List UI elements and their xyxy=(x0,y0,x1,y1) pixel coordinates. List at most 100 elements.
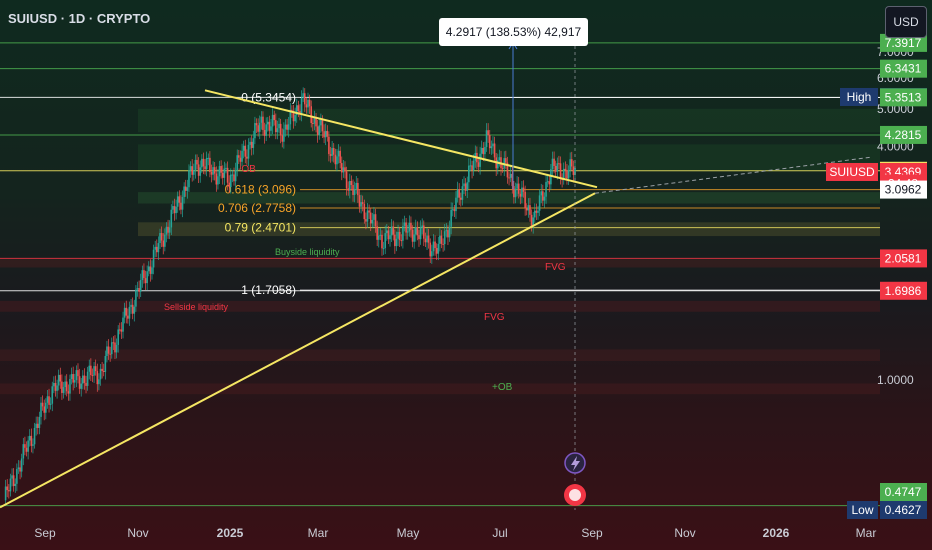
candle-body-270 xyxy=(437,243,440,254)
candle-body-170 xyxy=(276,128,279,133)
x-tick-5: Jul xyxy=(492,526,507,540)
candle-body-353 xyxy=(570,159,573,167)
candle-body-333 xyxy=(538,195,541,211)
candle-body-335 xyxy=(542,191,544,201)
candle-body-130 xyxy=(212,167,214,175)
price-tag-4: 4.2815 xyxy=(885,128,922,142)
annotation-label-1: Buyside liquidity xyxy=(275,247,340,257)
candle-body-30 xyxy=(51,386,54,404)
candle-body-338 xyxy=(546,181,549,183)
candle-body-213 xyxy=(345,171,348,189)
candle-body-62 xyxy=(102,370,105,372)
candle-body-315 xyxy=(509,173,512,178)
candle-body-328 xyxy=(530,214,533,226)
candle-body-116 xyxy=(189,166,192,171)
candle-body-192 xyxy=(312,123,314,125)
candle-body-6 xyxy=(12,475,15,487)
candle-body-90 xyxy=(147,266,150,272)
candle-body-49 xyxy=(82,375,84,384)
candle-body-279 xyxy=(451,209,454,211)
candle-body-51 xyxy=(85,382,87,386)
symbol-title[interactable]: SUIUSD · 1D · CRYPTO xyxy=(8,11,151,26)
candle-body-243 xyxy=(394,234,396,247)
candle-body-350 xyxy=(566,170,568,179)
candle-body-23 xyxy=(40,402,42,417)
fib-label-3: 0.79 (2.4701) xyxy=(225,221,296,235)
candle-body-351 xyxy=(567,169,570,179)
support-trendline xyxy=(0,192,596,509)
candle-body-53 xyxy=(88,365,91,372)
price-tag-bg-3 xyxy=(880,88,927,107)
candle-body-296 xyxy=(479,153,481,167)
candle-body-132 xyxy=(215,173,218,185)
candle-body-24 xyxy=(41,402,44,407)
candle-body-266 xyxy=(431,251,433,257)
price-tag-10: 1.6986 xyxy=(885,284,922,298)
x-tick-6: Sep xyxy=(581,526,603,540)
candle-body-115 xyxy=(188,170,190,188)
candle-body-196 xyxy=(318,125,321,136)
candle-body-92 xyxy=(151,267,153,274)
candle-body-100 xyxy=(164,234,166,247)
price-tag-1: 6.3431 xyxy=(885,62,922,76)
candle-body-154 xyxy=(250,141,253,148)
candle-body-229 xyxy=(371,219,374,224)
candle-body-215 xyxy=(349,180,351,191)
candle-body-113 xyxy=(184,186,187,191)
candle-body-259 xyxy=(419,227,422,240)
candle-body-7 xyxy=(14,483,17,487)
candle-body-16 xyxy=(28,435,31,441)
candle-body-9 xyxy=(17,467,20,470)
measure-label: 4.2917 (138.53%) 42,917 xyxy=(439,18,588,46)
candle-body-263 xyxy=(426,235,428,243)
candle-body-298 xyxy=(482,147,485,155)
candle-body-117 xyxy=(191,166,193,175)
candle-body-125 xyxy=(204,166,206,170)
candle-body-253 xyxy=(410,222,412,230)
candle-body-45 xyxy=(75,370,78,381)
candle-body-185 xyxy=(300,97,303,114)
price-tag-0: 7.3917 xyxy=(885,36,922,50)
candle-body-151 xyxy=(246,156,248,159)
candle-body-188 xyxy=(305,104,308,108)
candle-body-48 xyxy=(80,383,83,389)
candle-body-216 xyxy=(350,180,353,186)
candle-body-205 xyxy=(332,148,335,155)
candle-body-58 xyxy=(96,371,99,385)
price-tag-bg-8 xyxy=(880,180,927,199)
candle-body-256 xyxy=(414,227,417,235)
candle-body-86 xyxy=(141,270,144,281)
candle-body-102 xyxy=(167,226,169,233)
candle-body-87 xyxy=(143,270,145,279)
candle-body-282 xyxy=(456,189,459,198)
candle-body-281 xyxy=(455,197,457,212)
candle-body-141 xyxy=(229,174,232,188)
candle-body-195 xyxy=(316,126,319,136)
candle-body-91 xyxy=(149,266,152,274)
candle-body-199 xyxy=(323,131,325,138)
candle-body-193 xyxy=(313,117,316,124)
candle-body-308 xyxy=(498,157,501,161)
candle-body-71 xyxy=(117,329,119,345)
candle-body-64 xyxy=(106,346,108,357)
flag-glyph xyxy=(569,489,581,501)
candle-body-84 xyxy=(138,288,140,292)
candle-body-197 xyxy=(320,119,322,126)
candle-body-339 xyxy=(548,181,551,185)
fib-label-4: 1 (1.7058) xyxy=(241,283,296,297)
candle-body-292 xyxy=(472,160,475,171)
price-prefix-bg-2 xyxy=(840,87,878,106)
candle-body-83 xyxy=(136,288,139,290)
candle-body-323 xyxy=(522,187,525,192)
candle-body-203 xyxy=(329,154,332,156)
candle-body-239 xyxy=(387,230,390,240)
candle-body-318 xyxy=(514,188,517,198)
candle-body-140 xyxy=(228,182,230,188)
y-tick-4: 1.0000 xyxy=(877,373,914,387)
currency-button[interactable]: USD xyxy=(885,6,927,38)
candle-body-313 xyxy=(506,162,509,178)
candle-body-241 xyxy=(390,226,393,236)
price-tag-11: 0.4747 xyxy=(885,485,922,499)
